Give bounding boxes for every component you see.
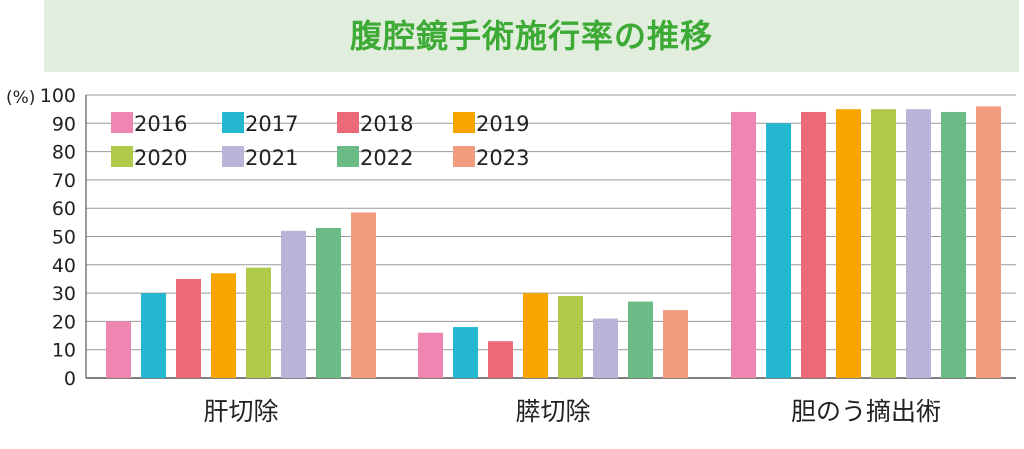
bars — [106, 106, 1001, 379]
legend-swatch-2022 — [337, 146, 359, 167]
legend-swatch-2023 — [453, 146, 475, 167]
legend-swatch-2017 — [222, 112, 244, 133]
legend-swatch-2016 — [111, 112, 133, 133]
legend-swatch-2018 — [337, 112, 359, 133]
y-tick-label: 80 — [52, 142, 76, 164]
y-tick-label: 20 — [52, 311, 76, 333]
legend-label-2023: 2023 — [476, 146, 529, 170]
y-tick-label: 30 — [52, 283, 76, 305]
chart-title: 腹腔鏡手術施行率の推移 — [349, 17, 713, 55]
bar-2023 — [351, 212, 376, 378]
y-axis-unit: (%) — [6, 88, 35, 108]
bar-2023 — [976, 106, 1001, 378]
legend-swatch-2019 — [453, 112, 475, 133]
legend-label-2020: 2020 — [134, 146, 187, 170]
y-tick-label: 100 — [40, 85, 76, 107]
legend-swatch-2021 — [222, 146, 244, 167]
bar-2021 — [593, 318, 618, 378]
bar-2020 — [558, 295, 583, 378]
bar-2019 — [523, 293, 548, 378]
y-tick-label: 50 — [52, 227, 76, 249]
y-tick-label: 40 — [52, 255, 76, 277]
bar-2016 — [418, 332, 443, 378]
legend-label-2017: 2017 — [245, 112, 298, 136]
bar-2019 — [836, 109, 861, 379]
y-tick-label: 60 — [52, 198, 76, 220]
bar-2020 — [871, 109, 896, 379]
bar-2023 — [663, 310, 688, 378]
y-tick-label: 90 — [52, 113, 76, 135]
bar-2018 — [801, 111, 826, 378]
legend-label-2021: 2021 — [245, 146, 298, 170]
bar-2016 — [731, 111, 756, 378]
bar-2022 — [628, 301, 653, 378]
y-tick-label: 10 — [52, 340, 76, 362]
legend-swatch-2020 — [111, 146, 133, 167]
legend-label-2022: 2022 — [360, 146, 413, 170]
bar-2018 — [176, 278, 201, 378]
bar-2021 — [906, 109, 931, 379]
bar-2018 — [488, 341, 513, 378]
legend-label-2016: 2016 — [134, 112, 187, 136]
y-tick-label: 0 — [64, 368, 76, 390]
legend: 2016 2017 2018 2019 2020 2021 2022 2023 — [111, 112, 529, 170]
bar-2019 — [211, 273, 236, 378]
title-bar — [44, 0, 1019, 72]
legend-label-2018: 2018 — [360, 112, 413, 136]
y-axis: 0 10 20 30 40 50 60 70 80 90 100(%) — [6, 85, 87, 390]
category-label: 胆のう摘出術 — [791, 397, 941, 426]
bar-2022 — [316, 228, 341, 378]
bar-2017 — [766, 123, 791, 378]
bar-2020 — [246, 267, 271, 378]
category-labels: 肝切除 膵切除 胆のう摘出術 — [203, 397, 941, 426]
bar-2017 — [141, 293, 166, 378]
y-tick-label: 70 — [52, 170, 76, 192]
category-label: 肝切除 — [203, 397, 278, 426]
bar-2022 — [941, 111, 966, 378]
bar-2021 — [281, 230, 306, 378]
bar-2016 — [106, 321, 131, 378]
bar-2017 — [453, 327, 478, 378]
category-label: 膵切除 — [515, 397, 590, 426]
legend-label-2019: 2019 — [476, 112, 529, 136]
